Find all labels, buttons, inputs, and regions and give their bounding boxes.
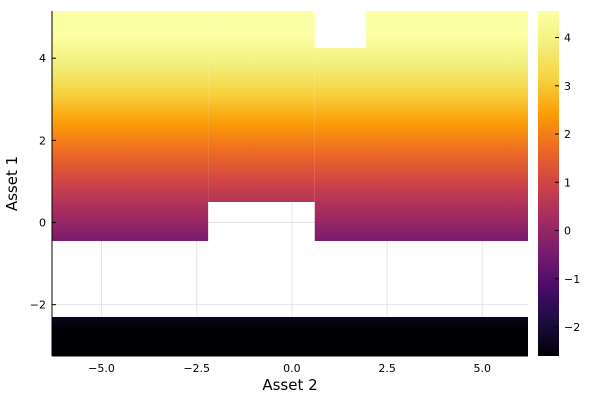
heatmap-cells bbox=[52, 11, 528, 356]
x-tick-label: 0.0 bbox=[283, 362, 301, 375]
missing-regions bbox=[314, 11, 367, 48]
colorbar-tick-label: −2 bbox=[564, 321, 580, 334]
x-axis-ticks: −5.0 −2.5 0.0 2.5 5.0 bbox=[88, 352, 491, 375]
x-tick-label: −5.0 bbox=[88, 362, 115, 375]
heatmap-region bbox=[52, 316, 528, 356]
colorbar-gradient bbox=[538, 11, 559, 356]
missing-region bbox=[314, 11, 367, 48]
colorbar-tick-label: 1 bbox=[564, 176, 571, 189]
heatmap-region bbox=[52, 11, 209, 241]
y-axis-label: Asset 1 bbox=[3, 156, 21, 211]
heatmap-region bbox=[314, 11, 528, 241]
x-tick-label: −2.5 bbox=[183, 362, 210, 375]
x-tick-label: 2.5 bbox=[378, 362, 396, 375]
y-tick-label: −2 bbox=[30, 299, 46, 312]
colorbar-tick-label: 2 bbox=[564, 128, 571, 141]
colorbar-tick-label: 3 bbox=[564, 80, 571, 93]
x-axis-label: Asset 2 bbox=[262, 376, 317, 394]
axes bbox=[51, 11, 528, 357]
heatmap-region bbox=[208, 11, 315, 202]
colorbar-tick-label: −1 bbox=[564, 273, 580, 286]
colorbar: −2 −1 0 1 2 3 4 bbox=[538, 11, 580, 356]
x-tick-label: 5.0 bbox=[474, 362, 492, 375]
colorbar-tick-label: 4 bbox=[564, 32, 571, 45]
y-axis-ticks: −2 0 2 4 bbox=[30, 52, 56, 312]
colorbar-tick-label: 0 bbox=[564, 225, 571, 238]
y-tick-label: 0 bbox=[39, 217, 46, 230]
y-tick-label: 2 bbox=[39, 134, 46, 147]
y-tick-label: 4 bbox=[39, 52, 46, 65]
